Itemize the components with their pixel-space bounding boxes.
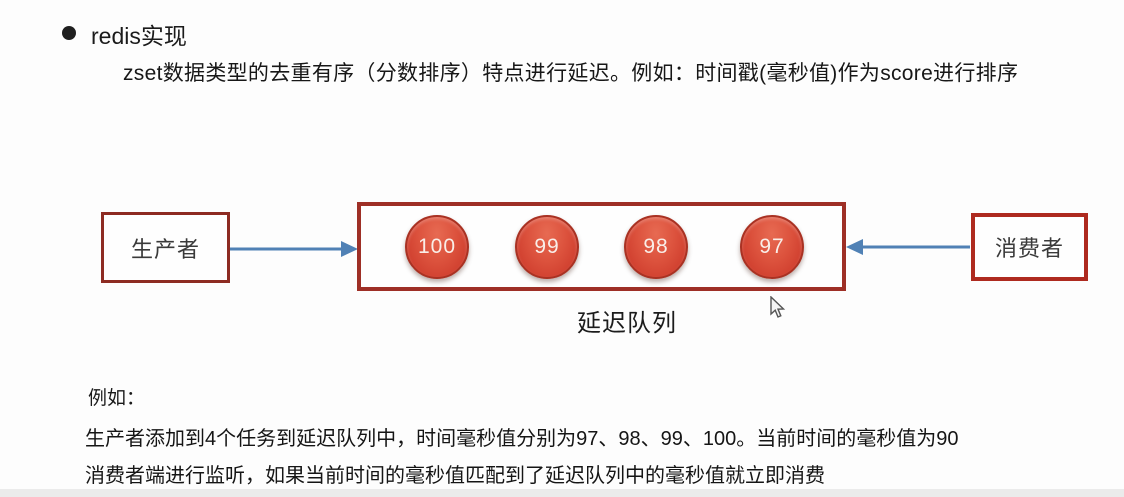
task-circle: 99	[515, 215, 579, 279]
video-bottom-edge	[0, 489, 1124, 497]
consumer-label: 消费者	[994, 236, 1064, 261]
mouse-cursor-icon	[770, 296, 786, 318]
example-line-1: 生产者添加到4个任务到延迟队列中，时间毫秒值分别为97、98、99、100。当前…	[85, 428, 959, 450]
example-line-2: 消费者端进行监听，如果当前时间的毫秒值匹配到了延迟队列中的毫秒值就立即消费	[85, 465, 825, 487]
queue-label: 延迟队列	[577, 310, 677, 337]
example-heading: 例如：	[88, 388, 146, 409]
delay-queue-box: 100 99 98 97	[357, 202, 846, 291]
section-title: redis实现	[91, 23, 187, 49]
section-description: zset数据类型的去重有序（分数排序）特点进行延迟。例如：时间戳(毫秒值)作为s…	[123, 62, 1019, 85]
task-circle: 97	[740, 215, 804, 279]
bullet-icon	[62, 26, 76, 40]
task-circle: 100	[405, 215, 469, 279]
task-score: 97	[759, 235, 785, 258]
task-score: 99	[534, 235, 560, 258]
task-score: 98	[643, 235, 669, 258]
consumer-to-queue-arrow	[846, 239, 970, 255]
producer-box: 生产者	[101, 212, 230, 283]
task-circle: 98	[624, 215, 688, 279]
consumer-box: 消费者	[971, 213, 1088, 281]
producer-to-queue-arrow	[230, 241, 358, 257]
task-score: 100	[417, 235, 457, 258]
producer-label: 生产者	[130, 236, 200, 262]
